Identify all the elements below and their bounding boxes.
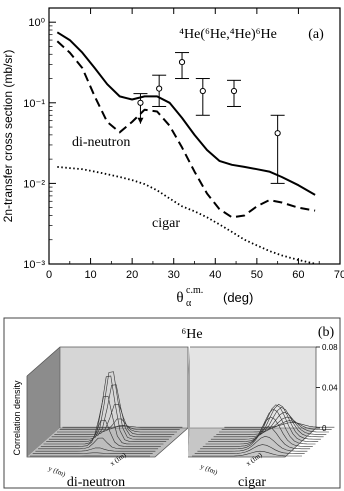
surface-mesh-line (197, 435, 308, 452)
x-axis-label-superscript: c.m. (186, 285, 203, 296)
surface-mesh (30, 371, 183, 457)
series-solid-line (56, 31, 316, 196)
surface-mesh-line (57, 418, 177, 433)
side-wall (27, 347, 60, 457)
x-tick-label: 60 (292, 269, 304, 281)
surface-mesh-line (224, 422, 335, 428)
surface-mesh-line (54, 403, 175, 435)
x-axis-label: θ α c.m. (deg) (176, 285, 253, 309)
surface-mesh-line (59, 424, 180, 430)
surface-mesh-line (51, 384, 172, 438)
panel-label-b: (b) (318, 325, 335, 340)
annotation-cigar: cigar (152, 216, 180, 231)
data-points (133, 52, 285, 184)
surface-mesh-line (62, 425, 183, 428)
subplot-label-cigar: cigar (238, 475, 266, 490)
surface-mesh-line (35, 447, 156, 452)
surface-mesh-line (38, 437, 159, 450)
x-tick-label: 0 (46, 269, 52, 281)
floor (27, 428, 188, 457)
z-tick-label: 0.04 (322, 384, 338, 393)
surface-mesh-line (48, 371, 169, 440)
surface-mesh-line (208, 404, 319, 442)
x-tick-label: 20 (126, 269, 138, 281)
surface-mesh-line (200, 426, 311, 450)
surface-mesh-line (213, 407, 324, 438)
surface-plot-di-neutron: Correlation density y (fm) x (fm) di-neu… (12, 346, 189, 490)
x-axis-label-subscript: α (186, 298, 192, 309)
annotation-di-neutron: di-neutron (72, 135, 130, 150)
panel-label-a: (a) (308, 27, 324, 42)
x-tick-label: 70 (334, 269, 344, 281)
y-tick-label: 10⁻³ (23, 259, 45, 271)
x-axis-label-unit: (deg) (223, 290, 253, 305)
surface-mesh-line (205, 408, 316, 445)
data-point (178, 58, 186, 66)
x-axis-ticks: 0 10 20 30 40 50 60 70 (46, 8, 344, 281)
data-point (199, 87, 206, 95)
surface-mesh-line (210, 403, 321, 440)
y-tick-label: 10⁻² (23, 178, 45, 190)
subplot-label-di-neutron: di-neutron (67, 475, 125, 490)
surface-mesh-line (40, 419, 161, 447)
data-point (274, 130, 281, 137)
series-dashed-line (56, 40, 316, 219)
series-dotted-line (57, 166, 316, 265)
series-lines (56, 31, 316, 265)
y-axis-ticks: 10⁻³ 10⁻² 10⁻¹ 10⁰ (23, 17, 56, 271)
y-axis-label: 2n-transfer cross section (mb/sr) (1, 50, 15, 223)
nucleus-label: ⁶He (181, 327, 202, 342)
y-tick-label: 10⁻¹ (23, 98, 45, 110)
side-wall (188, 347, 190, 457)
y-tick-label: 10⁰ (28, 17, 45, 29)
x-tick-label: 50 (251, 269, 263, 281)
surface-mesh (192, 403, 335, 457)
surface-mesh-line (194, 444, 305, 454)
back-wall (190, 347, 316, 428)
panel-b: ⁶He (b) Correlation density y (fm) x (fm… (3, 317, 341, 490)
z-tick-label: 0 (322, 424, 327, 433)
x-tick-label: 30 (168, 269, 180, 281)
panel-a: 0 10 20 30 40 50 60 70 10⁻³ 10⁻² 10⁻¹ 10⁰ ⁴He(⁶He,… (1, 7, 344, 309)
data-point (230, 87, 238, 95)
data-point (137, 99, 144, 106)
data-point (156, 85, 163, 92)
back-wall (60, 347, 188, 428)
reaction-title: ⁴He(⁶He,⁴He)⁶He (179, 27, 277, 42)
surface-mesh-line (216, 411, 327, 435)
surface-mesh-line (46, 375, 167, 442)
upper-limit-arrow (137, 117, 144, 124)
surface-mesh-line (32, 452, 153, 454)
z-axis-ticks: 0 0.04 0.08 (316, 343, 338, 433)
z-tick-label: 0.08 (322, 343, 338, 352)
x-tick-label: 10 (84, 269, 96, 281)
x-tick-label: 40 (209, 269, 221, 281)
surface-mesh-line (43, 395, 164, 445)
z-axis-label: Correlation density (12, 380, 22, 456)
x-axis-label-symbol: θ (176, 290, 183, 306)
surface-mesh-line (192, 450, 302, 457)
